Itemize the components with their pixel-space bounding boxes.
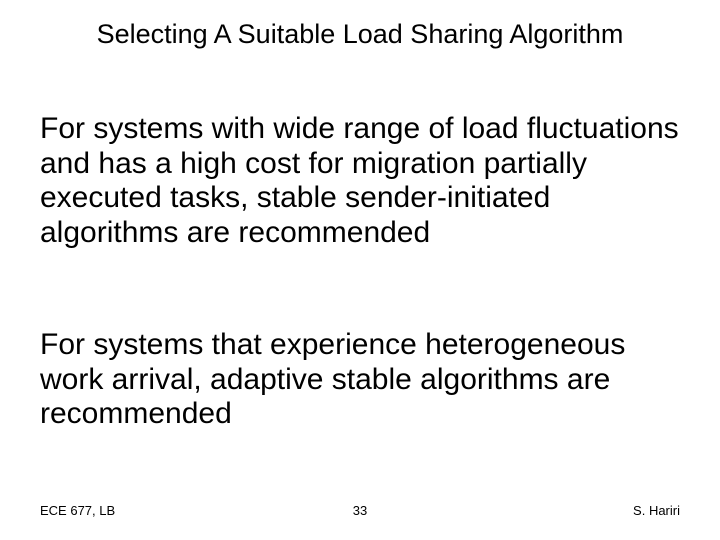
body-paragraph-1: For systems with wide range of load fluc…: [40, 112, 680, 250]
body-paragraph-2: For systems that experience heterogeneou…: [40, 328, 680, 432]
slide-title: Selecting A Suitable Load Sharing Algori…: [90, 18, 630, 50]
footer-page-number: 33: [0, 503, 720, 518]
footer-author: S. Hariri: [633, 503, 680, 518]
